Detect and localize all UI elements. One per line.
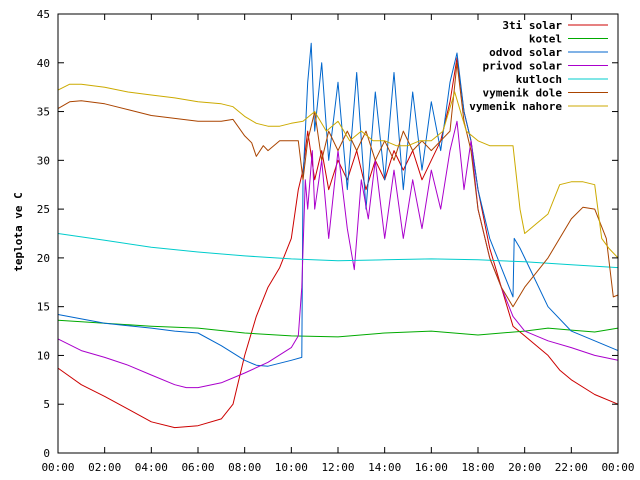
y-tick-label: 25 <box>37 203 50 216</box>
x-tick-label: 00:00 <box>41 461 74 474</box>
series-line-vymenik-dole <box>57 62 619 308</box>
legend-label: 3ti solar <box>502 19 562 32</box>
x-tick-label: 04:00 <box>135 461 168 474</box>
y-tick-label: 30 <box>37 154 50 167</box>
y-tick-label: 40 <box>37 57 50 70</box>
legend-label: vymenik dole <box>483 87 563 100</box>
y-tick-label: 10 <box>37 349 50 362</box>
x-tick-label: 12:00 <box>321 461 354 474</box>
x-axis: 00:00 02:00 04:00 06:00 08:00 10:00 12:00 14:00… <box>41 14 635 474</box>
x-tick-label: 18:00 <box>461 461 494 474</box>
y-tick-label: 20 <box>37 252 50 265</box>
legend-label: vymenik nahore <box>469 100 562 113</box>
plot-lines <box>57 42 619 429</box>
series-line-kotel <box>57 319 619 338</box>
y-axis: 0 5 10 15 20 25 30 35 40 45 <box>37 8 618 460</box>
x-tick-label: 00:00 <box>601 461 634 474</box>
series-line-kutloch <box>57 233 619 269</box>
x-tick-label: 20:00 <box>508 461 541 474</box>
legend-label: privod solar <box>483 60 563 73</box>
series-line-vymenik-nahore <box>57 83 619 259</box>
x-tick-label: 22:00 <box>555 461 588 474</box>
x-tick-label: 16:00 <box>415 461 448 474</box>
series-line-odvod-solar <box>57 42 619 367</box>
legend-label: kotel <box>529 33 562 46</box>
y-axis-title: teplota ve C <box>12 192 25 271</box>
x-tick-label: 14:00 <box>368 461 401 474</box>
x-tick-label: 08:00 <box>228 461 261 474</box>
y-tick-label: 15 <box>37 301 50 314</box>
y-tick-label: 35 <box>37 106 50 119</box>
legend-label: odvod solar <box>489 46 562 59</box>
series-line-3ti-solar <box>57 57 619 429</box>
x-tick-label: 06:00 <box>181 461 214 474</box>
legend-label: kutloch <box>516 73 562 86</box>
y-axis-title-group: teplota ve C <box>12 192 25 271</box>
y-tick-label: 0 <box>43 447 50 460</box>
x-tick-label: 10:00 <box>275 461 308 474</box>
x-tick-label: 02:00 <box>88 461 121 474</box>
y-tick-label: 5 <box>43 398 50 411</box>
y-tick-label: 45 <box>37 8 50 21</box>
